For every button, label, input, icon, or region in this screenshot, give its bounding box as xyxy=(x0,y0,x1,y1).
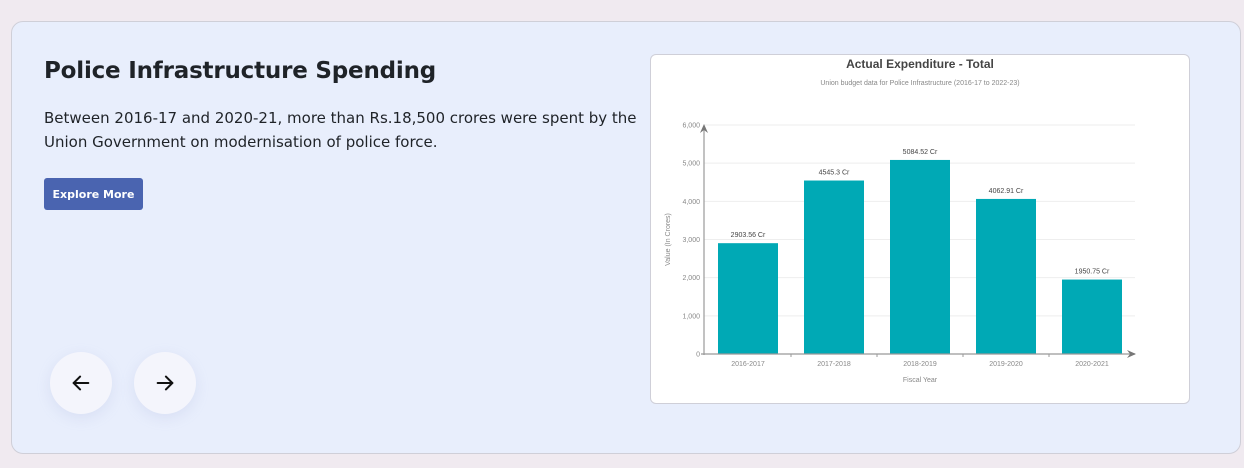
x-tick-label: 2018-2019 xyxy=(903,361,937,368)
chart-subtitle: Union budget data for Police Infrastruct… xyxy=(820,80,1019,87)
bar xyxy=(718,243,778,354)
y-tick-label: 3,000 xyxy=(682,237,700,244)
slide-card: Police Infrastructure Spending Between 2… xyxy=(11,21,1241,454)
y-tick-label: 1,000 xyxy=(682,313,700,320)
y-tick-label: 0 xyxy=(696,352,700,359)
x-tick-label: 2019-2020 xyxy=(989,361,1023,368)
bar xyxy=(976,198,1036,354)
explore-more-button[interactable]: Explore More xyxy=(44,178,143,210)
y-tick-label: 2,000 xyxy=(682,275,700,282)
x-tick-label: 2016-2017 xyxy=(731,361,765,368)
bar xyxy=(890,159,950,354)
bar-chart: Actual Expenditure - Total Union budget d… xyxy=(665,57,1136,384)
bar-data-label: 5084.52 Cr xyxy=(903,149,938,156)
arrow-right-icon xyxy=(156,375,174,391)
slide-title: Police Infrastructure Spending xyxy=(44,58,437,84)
bar-data-label: 4545.3 Cr xyxy=(819,170,850,177)
previous-slide-button[interactable] xyxy=(50,352,112,414)
arrow-left-icon xyxy=(72,375,90,391)
y-tick-label: 4,000 xyxy=(682,199,700,206)
chart-panel: Actual Expenditure - Total Union budget d… xyxy=(650,54,1190,404)
x-tick-label: 2017-2018 xyxy=(817,361,851,368)
bar-data-label: 2903.56 Cr xyxy=(731,232,766,239)
bar-data-label: 1950.75 Cr xyxy=(1075,269,1110,276)
next-slide-button[interactable] xyxy=(134,352,196,414)
slide-description: Between 2016-17 and 2020-21, more than R… xyxy=(44,109,637,151)
bar xyxy=(1062,279,1122,354)
x-axis-label: Fiscal Year xyxy=(903,377,938,384)
y-tick-label: 5,000 xyxy=(682,161,700,168)
y-tick-label: 6,000 xyxy=(682,123,700,130)
y-axis-label: Value (In Crores) xyxy=(665,213,672,266)
bar xyxy=(804,180,864,354)
y-axis-arrow-icon xyxy=(700,124,708,133)
bar-data-label: 4062.91 Cr xyxy=(989,188,1024,195)
x-axis-arrow-icon xyxy=(1127,350,1136,358)
x-tick-label: 2020-2021 xyxy=(1075,361,1109,368)
chart-title: Actual Expenditure - Total xyxy=(846,57,994,71)
